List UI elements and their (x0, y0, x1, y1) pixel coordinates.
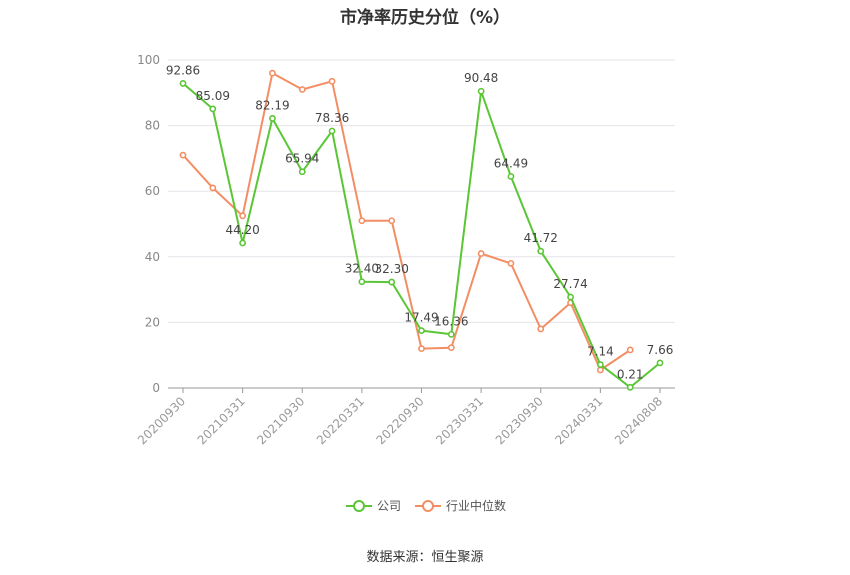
data-label: 7.14 (587, 345, 614, 359)
series-line-1 (182, 72, 631, 371)
x-tick-label: 20220930 (374, 394, 427, 447)
series-point-1 (507, 259, 515, 267)
data-label: 17.49 (404, 311, 438, 325)
x-tick-label: 20240808 (612, 394, 665, 447)
series-point-1 (239, 212, 247, 220)
series-point-0 (239, 239, 247, 247)
series-point-1 (388, 217, 396, 225)
data-labels: 92.86 85.09 44.20 82.19 65.94 78.36 32.4032.30… (166, 63, 674, 381)
series-point-0 (269, 115, 276, 122)
x-tick-label: 20220331 (314, 394, 367, 447)
y-axis: 0 20 40 60 80 100 (137, 53, 160, 395)
series-point-0 (179, 80, 187, 87)
series-point-0 (358, 278, 366, 286)
series-point-0 (298, 168, 306, 176)
legend-swatch-industry-median (415, 499, 442, 513)
series-point-1 (328, 77, 336, 85)
series-point-1 (209, 184, 217, 192)
series-point-1 (269, 69, 276, 77)
series-point-1 (179, 151, 187, 159)
x-tick-label: 20210930 (254, 394, 307, 447)
chart-title: 市净率历史分位（%） (339, 8, 511, 28)
y-tick-label: 80 (145, 119, 160, 133)
legend-label-company: 公司 (377, 499, 402, 513)
series-group (179, 69, 664, 391)
series-point-0 (447, 330, 455, 338)
x-axis: 20200930 20210331 20210930 20220331 20220930… (135, 387, 675, 447)
data-label: 0.21 (617, 367, 644, 381)
series-point-0 (537, 247, 545, 255)
legend-label-industry-median: 行业中位数 (446, 499, 507, 513)
y-tick-label: 40 (145, 250, 160, 264)
data-label: 82.19 (255, 98, 289, 112)
series-point-1 (596, 366, 604, 374)
x-tick-label: 20230930 (493, 394, 546, 447)
legend-item-industry-median[interactable]: 行业中位数 (415, 497, 506, 514)
series-point-0 (209, 105, 217, 113)
data-label: 65.94 (285, 152, 319, 166)
data-label: 27.74 (553, 277, 587, 291)
x-tick-label: 20210331 (195, 394, 248, 447)
series-point-0 (418, 327, 425, 335)
series-point-1 (626, 346, 634, 354)
data-label: 32.30 (375, 262, 409, 276)
y-tick-label: 100 (137, 53, 160, 67)
data-label: 41.72 (524, 231, 558, 245)
legend-item-company[interactable]: 公司 (346, 497, 401, 514)
y-tick-label: 20 (145, 315, 160, 329)
series-point-1 (358, 217, 366, 225)
data-label: 90.48 (464, 71, 498, 85)
x-tick-label: 20200930 (135, 394, 188, 447)
series-point-0 (388, 278, 396, 286)
data-label: 32.40 (345, 262, 379, 276)
series-point-1 (537, 325, 545, 333)
data-label: 64.49 (494, 156, 528, 170)
series-point-0 (656, 359, 664, 367)
source-note: 数据来源：恒生聚源 (366, 550, 484, 565)
series-point-1 (447, 344, 455, 352)
series-point-0 (596, 361, 604, 368)
series-point-0 (328, 127, 336, 135)
series-point-1 (298, 86, 306, 93)
data-label: 7.66 (647, 343, 674, 357)
series-point-0 (626, 383, 634, 391)
legend-swatch-company (346, 499, 372, 513)
series-point-1 (477, 250, 485, 257)
y-tick-label: 60 (145, 184, 160, 198)
series-point-0 (567, 293, 574, 301)
x-tick-label: 20240331 (552, 394, 605, 447)
x-tick-label: 20230331 (433, 394, 486, 447)
series-point-1 (418, 345, 425, 353)
data-label: 85.09 (196, 89, 230, 103)
data-label: 44.20 (225, 223, 259, 237)
series-point-0 (507, 173, 515, 180)
data-label: 16.36 (434, 314, 468, 328)
series-point-0 (477, 87, 485, 95)
grid-lines (168, 59, 675, 323)
legend: 公司 行业中位数 (346, 497, 520, 514)
y-tick-label: 0 (152, 381, 160, 395)
data-label: 92.86 (166, 63, 200, 77)
data-label: 78.36 (315, 111, 349, 125)
